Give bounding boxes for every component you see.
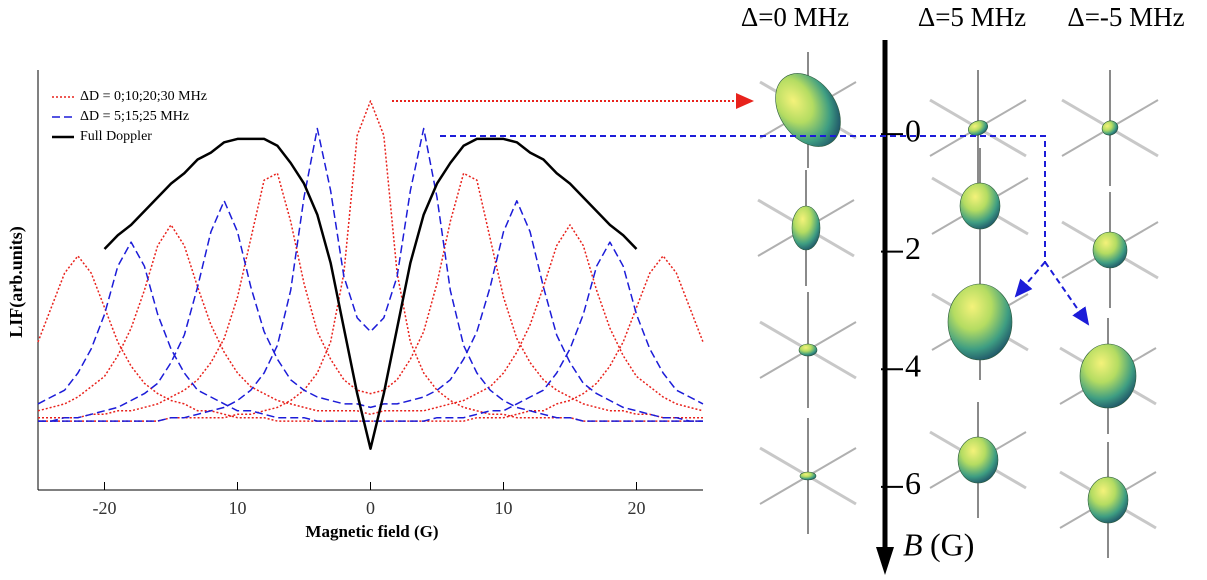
ellipsoid [1092, 231, 1128, 269]
blue-connector [440, 135, 1046, 262]
legend-label: ΔD = 5;15;25 MHz [80, 109, 189, 124]
series-line [37, 255, 704, 422]
x-tick-label: -20 [93, 498, 117, 518]
ellipsoid [775, 73, 841, 147]
ellipsoid [798, 343, 818, 357]
plot: -20 10 0 10 20 ΔD = 0;10;20;30 MHz ΔD = 5;15;2… [37, 70, 704, 518]
series-line [37, 224, 704, 416]
blue-arrow [1014, 261, 1046, 298]
axis-symbol: B [903, 526, 923, 562]
series-line [38, 200, 703, 422]
x-tick-label: 0 [366, 498, 375, 518]
legend-label: ΔD = 0;10;20;30 MHz [80, 89, 207, 104]
column-title: Δ=-5 MHz [1067, 2, 1184, 32]
x-tick-label: 10 [495, 498, 513, 518]
blue-arrow [1044, 261, 1090, 326]
ellipsoid [791, 205, 821, 251]
field-panel: 0 2 4 6 [757, 40, 1159, 575]
series-line [37, 241, 704, 422]
ellipsoid [1079, 343, 1137, 409]
ellipsoid [799, 471, 817, 481]
x-axis-title: Magnetic field (G) [305, 522, 438, 541]
ellipsoid [968, 120, 988, 136]
field-tick-label: 0 [905, 112, 921, 148]
series-line [38, 172, 703, 419]
x-tick-label: 10 [229, 498, 247, 518]
ellipsoid [1101, 120, 1119, 136]
series-line [38, 127, 703, 422]
ellipsoid [1087, 476, 1129, 524]
series-line [103, 137, 638, 450]
field-axis-arrow [876, 547, 894, 575]
column-title: Δ=5 MHz [918, 2, 1026, 32]
y-axis-title: LIF(arb.units) [6, 226, 27, 338]
series-line [38, 100, 703, 422]
ellipsoid [959, 182, 1001, 230]
field-tick-label: 4 [905, 348, 921, 384]
ellipsoid [947, 283, 1013, 361]
field-tick-label: 6 [905, 465, 921, 501]
column-title: Δ=0 MHz [741, 2, 849, 32]
axis-unit: (G) [930, 526, 974, 562]
legend-label: Full Doppler [80, 129, 152, 144]
field-tick-label: 2 [905, 230, 921, 266]
ellipsoid [957, 436, 999, 484]
x-tick-label: 20 [628, 498, 646, 518]
